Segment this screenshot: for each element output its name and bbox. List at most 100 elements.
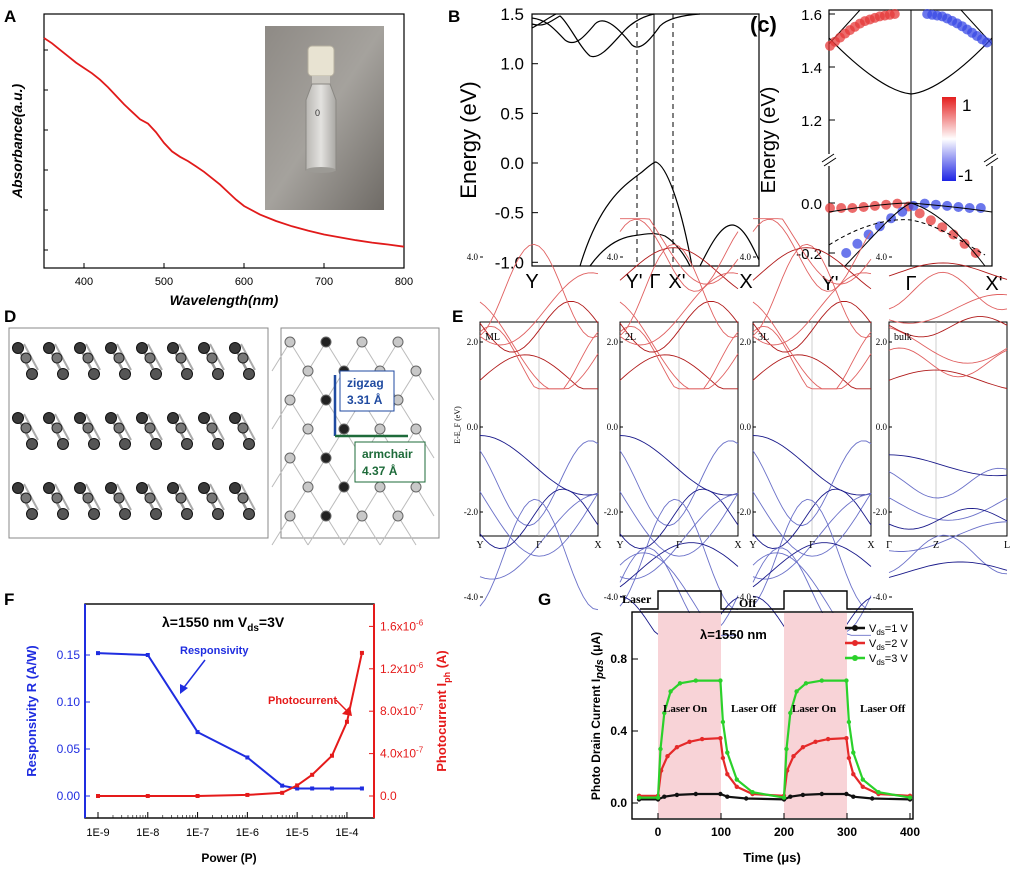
panel-d-top-atom bbox=[302, 481, 314, 493]
panel-e-ytick-label: 4.0 bbox=[740, 252, 752, 262]
panel-f-ytick-left-label: 0.05 bbox=[57, 742, 81, 756]
panel-c-dot bbox=[836, 203, 847, 213]
panel-b-band-cb3 bbox=[531, 13, 557, 29]
panel-d-top-bond bbox=[361, 486, 381, 517]
panel-g-series-point bbox=[846, 719, 852, 725]
panel-e-conduction-band bbox=[752, 300, 872, 353]
panel-b-band-cb2 bbox=[531, 13, 655, 58]
panel-e-ylabel: E-E_F (eV) bbox=[453, 406, 462, 444]
panel-a-xtick-label: 500 bbox=[155, 276, 173, 288]
panel-g-series-point bbox=[674, 745, 680, 750]
panel-e-conduction-band bbox=[619, 325, 739, 390]
panel-a-xtick-label: 400 bbox=[75, 276, 93, 288]
panel-e-subpanel-label: bulk bbox=[894, 332, 912, 343]
panel-e-conduction-band bbox=[753, 218, 872, 285]
panel-e-klabel: Z bbox=[933, 540, 939, 551]
panel-d-atom bbox=[26, 438, 38, 450]
panel-d-atom bbox=[237, 352, 249, 364]
panel-label-d: D bbox=[4, 307, 16, 326]
panel-g-series-line bbox=[639, 792, 911, 801]
panel-e-subpanel-label: 3L bbox=[758, 332, 769, 343]
panel-d-atom bbox=[20, 352, 32, 364]
panel-d-atom bbox=[20, 422, 32, 434]
panel-a-ylabel: Absorbance(a.u.) bbox=[9, 83, 25, 199]
panel-e-conduction-band bbox=[752, 354, 871, 390]
panel-f-xtick-label: 1E-9 bbox=[86, 827, 109, 839]
panel-d-atom bbox=[206, 492, 218, 504]
panel-f-frame bbox=[84, 603, 375, 819]
panel-g-series-point bbox=[851, 794, 856, 799]
panel-f-responsivity-point bbox=[310, 786, 315, 791]
panel-g-series-point bbox=[846, 755, 852, 761]
panel-b-klabel-y: Y bbox=[525, 271, 538, 293]
panel-c-vb-line-2 bbox=[844, 202, 993, 267]
panel-g-series-point bbox=[819, 791, 824, 797]
panel-g-series-point bbox=[819, 678, 824, 683]
panel-d-atom bbox=[26, 368, 38, 380]
panel-g-series-point bbox=[844, 791, 849, 797]
panel-d-atom bbox=[74, 412, 86, 424]
panel-f-photocurrent-point bbox=[344, 719, 349, 724]
panel-d-atom bbox=[167, 412, 179, 424]
panel-g-series-point bbox=[720, 719, 726, 725]
panel-g-series-point bbox=[725, 794, 730, 799]
panel-d-top-bond bbox=[289, 486, 309, 517]
panel-e-valence-band bbox=[479, 488, 599, 549]
panel-label-g: G bbox=[538, 590, 551, 609]
panel-e-klabel: Γ bbox=[886, 540, 892, 551]
panel-d-atom bbox=[150, 508, 162, 520]
panel-d-top-atom bbox=[284, 510, 296, 522]
panel-d-atom bbox=[198, 412, 210, 424]
panel-g-xtick-label: 400 bbox=[900, 825, 920, 839]
panel-e-ytick-label: -4.0 bbox=[604, 592, 619, 602]
panel-d-zigzag-box bbox=[339, 370, 395, 412]
panel-f-title: λ=1550 nm Vds=3V bbox=[162, 614, 285, 634]
panel-d-atom bbox=[229, 482, 241, 494]
panel-e-valence-band bbox=[752, 542, 872, 588]
panel-c-dot bbox=[852, 238, 863, 249]
panel-f-arrowhead-photocurrent bbox=[342, 706, 352, 716]
panel-d-top-bond bbox=[271, 341, 291, 372]
panel-d-top-bond bbox=[325, 486, 345, 517]
panel-g-legend-label: Vds=1 V bbox=[869, 623, 908, 637]
panel-f-arrow-responsivity bbox=[181, 659, 206, 691]
panel-c-ytick-label: 0.0 bbox=[801, 196, 822, 213]
panel-d-atom bbox=[167, 342, 179, 354]
panel-d-top-atom bbox=[284, 336, 296, 348]
panel-e-valence-band bbox=[479, 440, 599, 527]
panel-d-atom bbox=[119, 368, 131, 380]
panel-g-laser-on-region-1 bbox=[658, 613, 721, 818]
panel-c-dot bbox=[874, 221, 885, 232]
panel-c-dot bbox=[841, 248, 852, 258]
panel-b-ytick-label: -0.5 bbox=[495, 204, 524, 223]
panel-g-series-point bbox=[860, 777, 865, 782]
panel-f-photocurrent-point bbox=[329, 753, 334, 758]
panel-g-series-point bbox=[668, 689, 673, 694]
panel-f-xtick-label: 1E-4 bbox=[335, 827, 358, 839]
panel-g-series-point bbox=[851, 750, 856, 755]
panel-d-top-atom bbox=[374, 481, 386, 493]
panel-d-zigzag-label: zigzag bbox=[347, 376, 384, 390]
panel-d-top-atom bbox=[410, 481, 422, 493]
panel-g-title: λ=1550 nm bbox=[700, 627, 767, 642]
panel-d-atom bbox=[167, 482, 179, 494]
panel-d-atom bbox=[57, 438, 69, 450]
panel-f-ylabel-left: Responsivity R (A/W) bbox=[24, 645, 39, 776]
panel-f-xtick-label: 1E-6 bbox=[236, 827, 259, 839]
panel-f-responsivity-line bbox=[97, 652, 362, 790]
panel-f-responsivity-point bbox=[145, 653, 150, 657]
panel-e-valence-band bbox=[752, 498, 872, 611]
panel-e-conduction-band bbox=[888, 347, 1008, 378]
panel-e-conduction-band bbox=[619, 301, 739, 390]
panel-g-series-point bbox=[788, 794, 793, 799]
panel-e-ytick-label: 2.0 bbox=[607, 337, 619, 347]
panel-a-xtick-label: 700 bbox=[315, 276, 333, 288]
panel-d-top-atom bbox=[320, 452, 332, 464]
panel-b-klabel-x: X bbox=[739, 271, 752, 293]
panel-e-conduction-band bbox=[619, 218, 739, 292]
panel-d-top-atom bbox=[320, 510, 332, 522]
panel-e-conduction-band bbox=[888, 271, 1008, 311]
panel-c-dot bbox=[863, 229, 874, 240]
panel-label-e: E bbox=[452, 307, 463, 326]
